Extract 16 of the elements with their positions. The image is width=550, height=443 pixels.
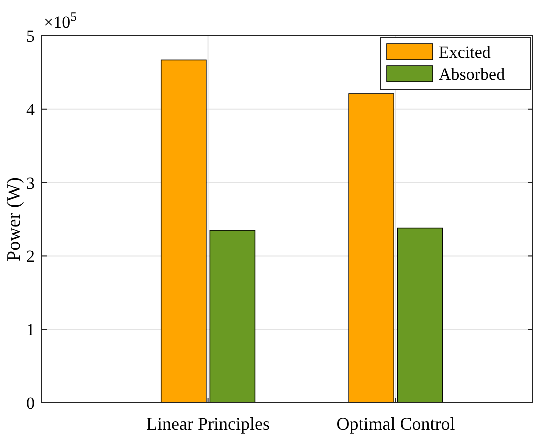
bar	[210, 230, 256, 404]
y-tick-label: 3	[26, 174, 35, 193]
y-tick-label: 4	[26, 100, 36, 120]
y-tick-label: 2	[26, 247, 35, 266]
x-tick-label: Linear Principles	[146, 414, 270, 434]
y-tick-label: 1	[26, 320, 35, 340]
x-tick-label: Optimal Control	[336, 414, 456, 434]
bar	[397, 228, 444, 404]
text: ×10$^{5}$	[44, 10, 77, 32]
y-tick-label: 0	[26, 394, 35, 413]
bar	[160, 60, 207, 404]
bar	[348, 94, 395, 404]
y-tick-label: 5	[26, 27, 35, 46]
legend-label: Absorbed	[439, 65, 506, 84]
y-axis-title: Power (W)	[4, 178, 25, 262]
legend-label: Excited	[439, 43, 492, 62]
